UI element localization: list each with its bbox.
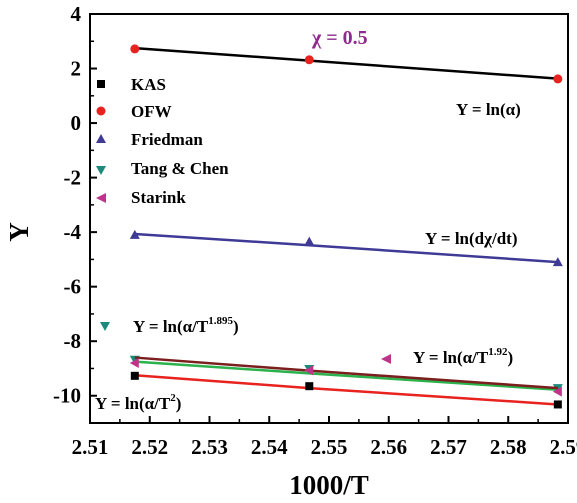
annotation-tang-chen-marker [100, 322, 110, 331]
annotation-friedman-eq: Y = ln(dχ/dt) [425, 229, 517, 248]
legend-label-starink: Starink [131, 188, 186, 207]
point-2-1 [304, 236, 315, 246]
legend-marker-tang-chen [96, 166, 106, 175]
x-tick-label-2: 2.53 [191, 435, 228, 459]
legend-label-tang-chen: Tang & Chen [131, 159, 229, 178]
annotation-starink-eq: Y = ln(α/T1.92) [413, 346, 513, 367]
y-tick-label-4: -2 [64, 166, 82, 190]
annotation-tang-chen-eq: Y = ln(α/T1.895) [133, 315, 239, 336]
x-tick-label-6: 2.57 [430, 435, 467, 459]
annotation-tang-chen: Y = ln(α/T1.895) [100, 315, 239, 336]
y-tick-label-2: -6 [64, 275, 82, 299]
series-0 [130, 371, 562, 409]
fit-line-3 [134, 360, 558, 391]
x-tick-label-5: 2.56 [370, 435, 407, 459]
point-3-2 [552, 384, 563, 394]
series-1 [130, 44, 563, 84]
annotation-kas-eq: Y = ln(α/T2) [95, 392, 181, 413]
legend-marker-friedman [96, 134, 106, 143]
fit-line-1 [134, 46, 558, 80]
legend-marker-ofw [96, 106, 106, 116]
point-2-0 [129, 229, 140, 239]
annotation-starink: Y = ln(α/T1.92) [381, 346, 513, 367]
point-2-2 [552, 257, 563, 267]
point-4-0 [129, 358, 139, 369]
point-0-2 [553, 400, 562, 409]
point-0-0 [130, 371, 139, 380]
chart-marks [129, 44, 563, 409]
y-axis-title: Y [4, 222, 34, 242]
annotation-ofw-eq: Y = ln(α) [456, 100, 521, 119]
legend: KAS OFW Friedman Tang & Chen Starink [96, 75, 229, 207]
x-tick-label-3: 2.54 [251, 435, 288, 459]
point-1-0 [130, 44, 140, 54]
axis-ticks: 2.51 2.52 2.53 2.54 2.55 2.56 2.57 2.58 2.59 -10 -… [53, 2, 577, 459]
legend-label-kas: KAS [131, 75, 166, 94]
x-tick-label-7: 2.58 [490, 435, 527, 459]
fit-line-0 [134, 374, 558, 406]
x-axis-title: 1000/T [289, 470, 369, 500]
series-2 [129, 229, 563, 267]
point-4-1 [304, 365, 314, 376]
legend-marker-kas [97, 80, 105, 88]
point-0-1 [305, 382, 314, 391]
point-1-2 [553, 74, 563, 84]
y-tick-label-1: -8 [64, 329, 82, 353]
y-tick-label-5: 0 [71, 111, 82, 135]
y-tick-label-7: 4 [71, 2, 82, 26]
x-tick-label-0: 2.51 [72, 435, 109, 459]
x-tick-label-4: 2.55 [311, 435, 348, 459]
annotation-starink-marker [381, 354, 391, 364]
fit-line-4 [134, 356, 558, 390]
point-1-1 [304, 55, 314, 65]
x-tick-label-1: 2.52 [131, 435, 168, 459]
y-tick-label-0: -10 [53, 384, 81, 408]
y-tick-label-3: -4 [64, 220, 82, 244]
y-tick-label-6: 2 [71, 57, 82, 81]
legend-marker-starink [96, 193, 106, 203]
legend-label-friedman: Friedman [131, 130, 203, 149]
legend-label-ofw: OFW [131, 102, 172, 121]
x-tick-label-8: 2.59 [550, 435, 577, 459]
point-4-2 [552, 386, 562, 397]
series-4 [129, 356, 562, 397]
annotation-chi: χ = 0.5 [311, 27, 368, 49]
